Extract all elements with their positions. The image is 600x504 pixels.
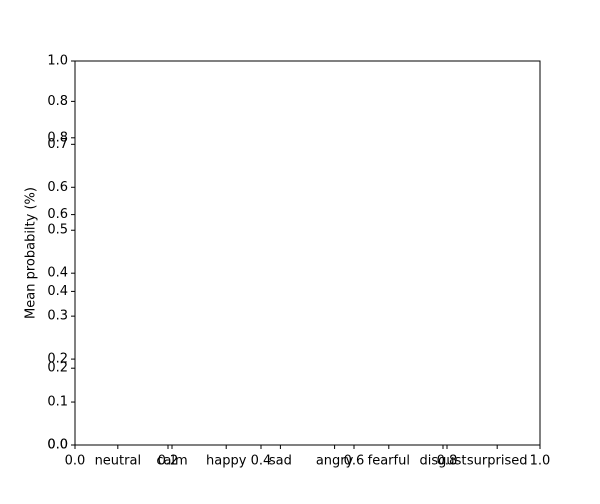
y-tick-label: 0.6 [47, 180, 68, 195]
plot-frame [74, 60, 541, 446]
x-tick-label: surprised [467, 454, 528, 469]
x-tick-label: calm [156, 454, 187, 469]
y-tick-label: 0.4 [47, 266, 68, 281]
y-tick-label: 0.3 [47, 309, 68, 324]
y-tick-label: 0.0 [47, 438, 68, 453]
y-tick-label: 0.0 [47, 438, 68, 453]
y-tick-label: 0.1 [47, 395, 68, 410]
x-tick-label: 0.0 [65, 454, 86, 469]
y-tick-label: 0.2 [47, 352, 68, 367]
y-tick-label: 0.2 [47, 361, 68, 376]
x-tick-label: 0.4 [251, 454, 272, 469]
x-tick-label: 0.8 [437, 454, 458, 469]
y-tick-label: 1.0 [47, 54, 68, 69]
x-tick-label: angry [316, 454, 354, 469]
y-tick-label: 0.4 [47, 284, 68, 299]
x-tick-label: 0.2 [158, 454, 179, 469]
x-tick-label: neutral [95, 454, 142, 469]
y-tick-label: 0.6 [47, 207, 68, 222]
x-tick-label: 0.6 [344, 454, 365, 469]
x-tick-label: disgust [419, 454, 466, 469]
x-tick-label: fearful [368, 454, 410, 469]
y-tick-label: 0.8 [47, 130, 68, 145]
y-tick-label: 0.5 [47, 223, 68, 238]
y-tick-label: 0.8 [47, 94, 68, 109]
x-tick-label: happy [206, 454, 247, 469]
y-axis-label: Mean probabilty (%) [24, 187, 39, 319]
x-tick-label: 1.0 [530, 454, 551, 469]
y-tick-label: 0.7 [47, 137, 68, 152]
x-tick-label: sad [269, 454, 292, 469]
